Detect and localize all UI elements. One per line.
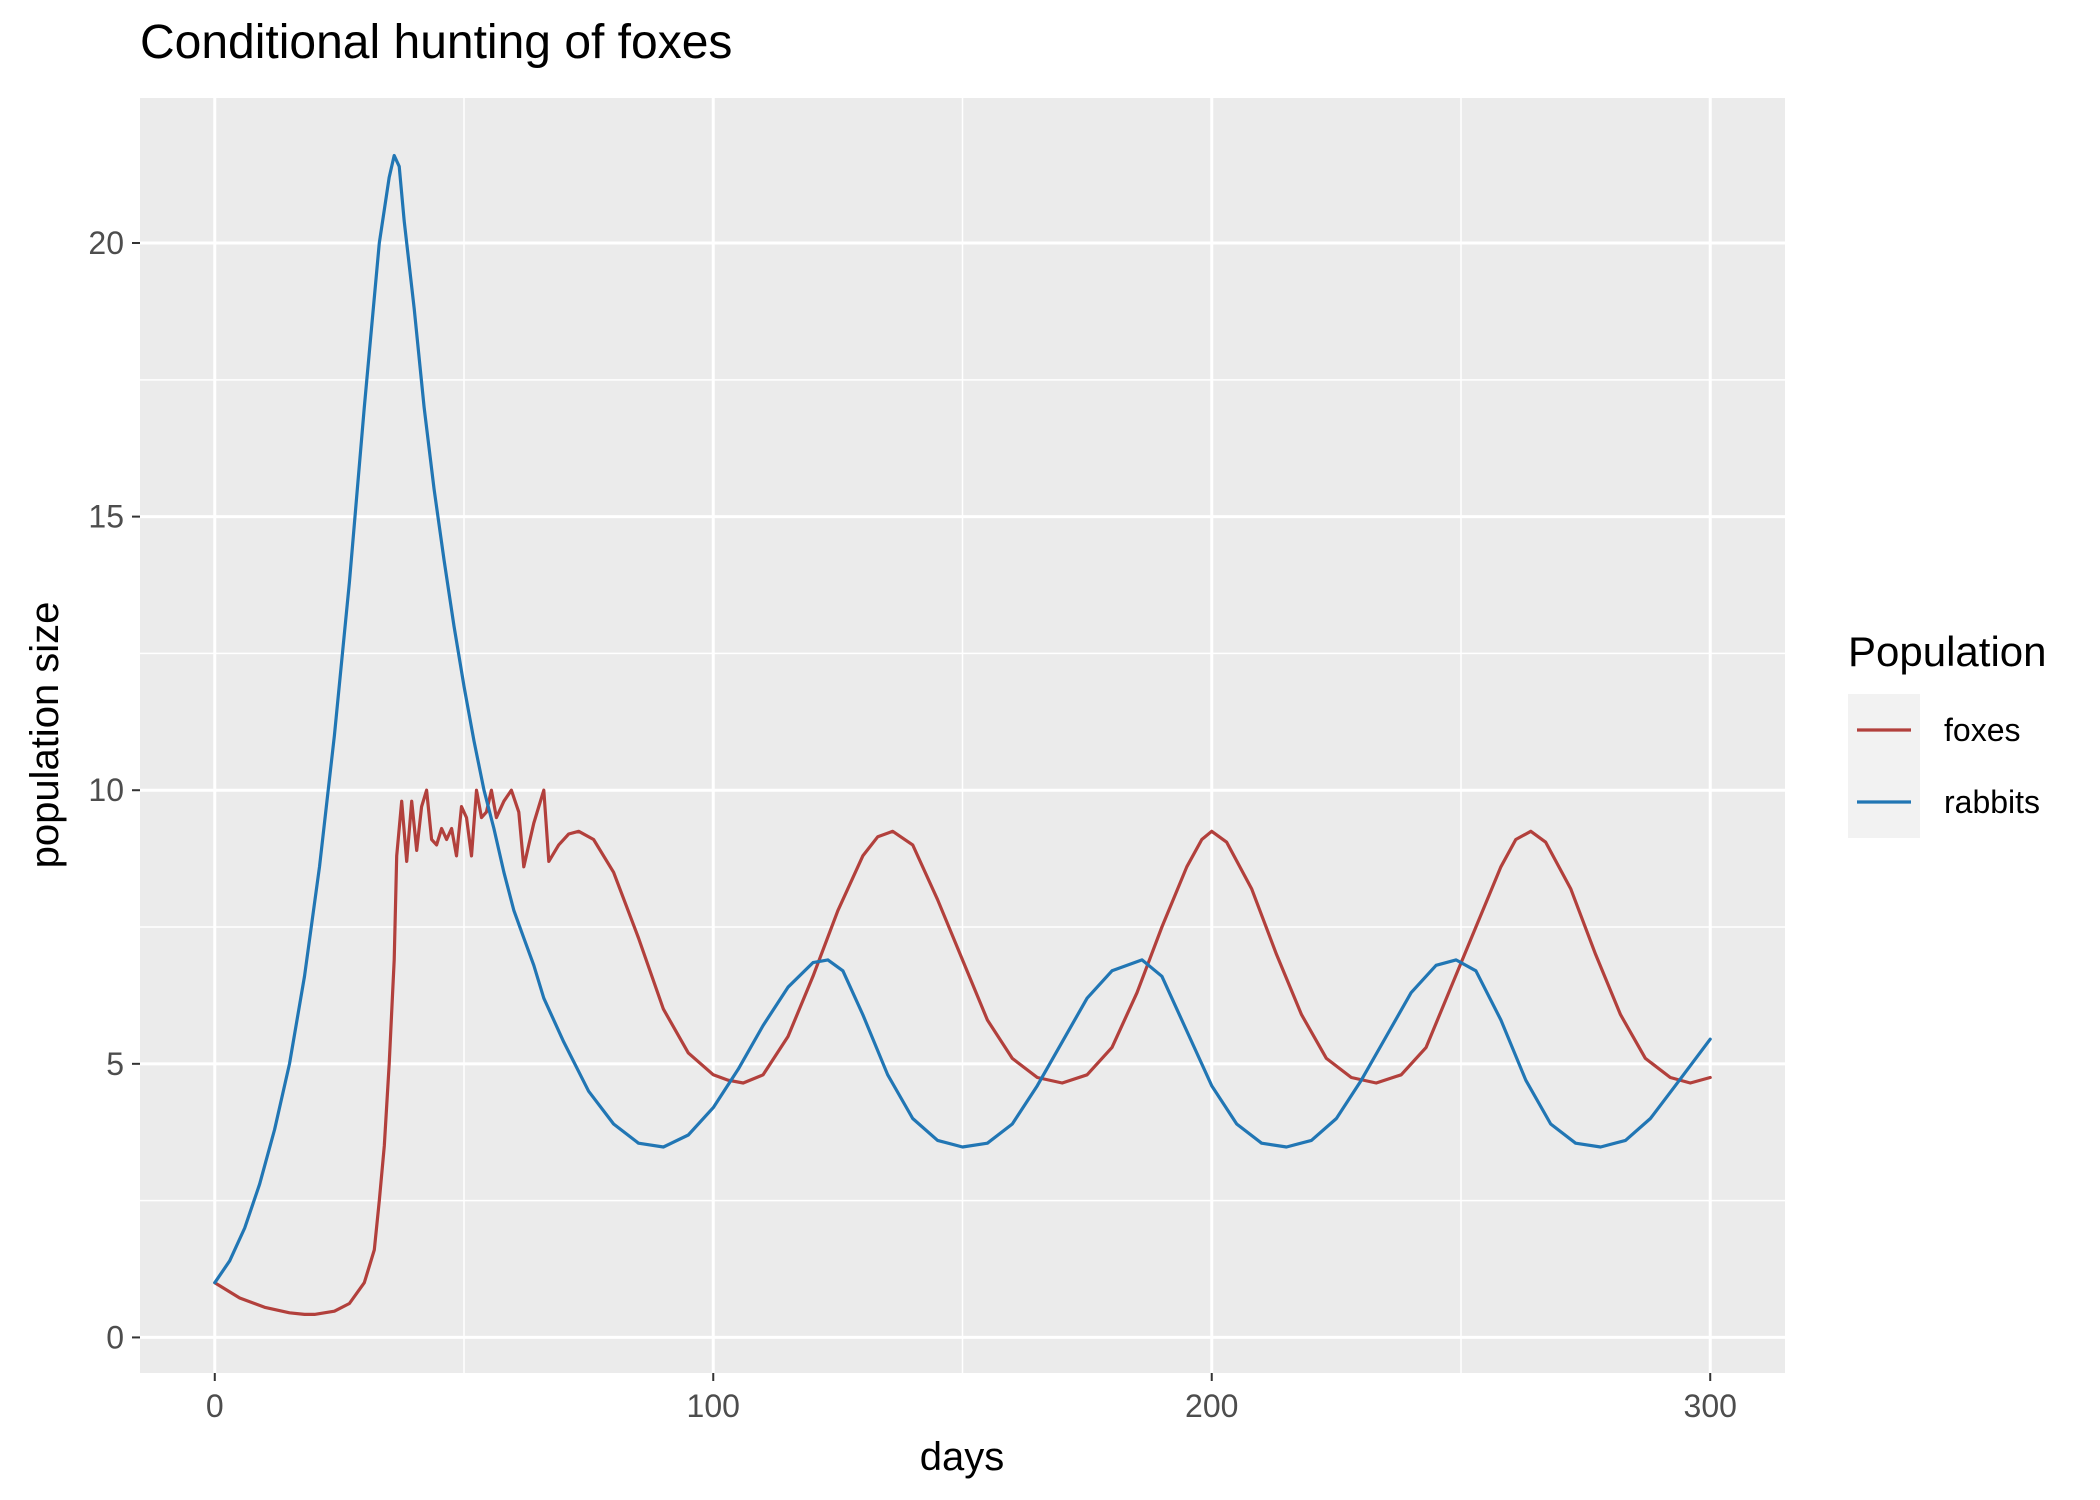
chart-title: Conditional hunting of foxes <box>140 16 732 69</box>
y-tick-label: 10 <box>88 772 124 808</box>
y-axis: 0 5 10 15 20 <box>88 225 140 1355</box>
y-tick-label: 5 <box>106 1046 124 1082</box>
x-tick-label: 0 <box>206 1388 224 1424</box>
major-gridlines <box>140 98 1785 1373</box>
y-tick-label: 15 <box>88 499 124 535</box>
x-axis: 0 100 200 300 <box>206 1373 1737 1424</box>
y-tick-label: 0 <box>106 1319 124 1355</box>
y-axis-title: population size <box>23 602 67 869</box>
x-axis-title: days <box>920 1435 1005 1479</box>
legend-label-rabbits: rabbits <box>1944 784 2040 820</box>
legend-title: Population <box>1848 628 2047 675</box>
legend: Population foxes rabbits <box>1848 628 2047 838</box>
series-line-foxes <box>213 788 1712 1316</box>
series-layer <box>213 153 1712 1316</box>
x-tick-label: 100 <box>687 1388 740 1424</box>
legend-key-background <box>1848 694 1920 838</box>
legend-label-foxes: foxes <box>1944 712 2020 748</box>
x-tick-label: 200 <box>1185 1388 1238 1424</box>
x-tick-label: 300 <box>1684 1388 1737 1424</box>
series-line-rabbits <box>213 153 1712 1285</box>
y-tick-label: 20 <box>88 225 124 261</box>
minor-gridlines <box>140 98 1785 1373</box>
